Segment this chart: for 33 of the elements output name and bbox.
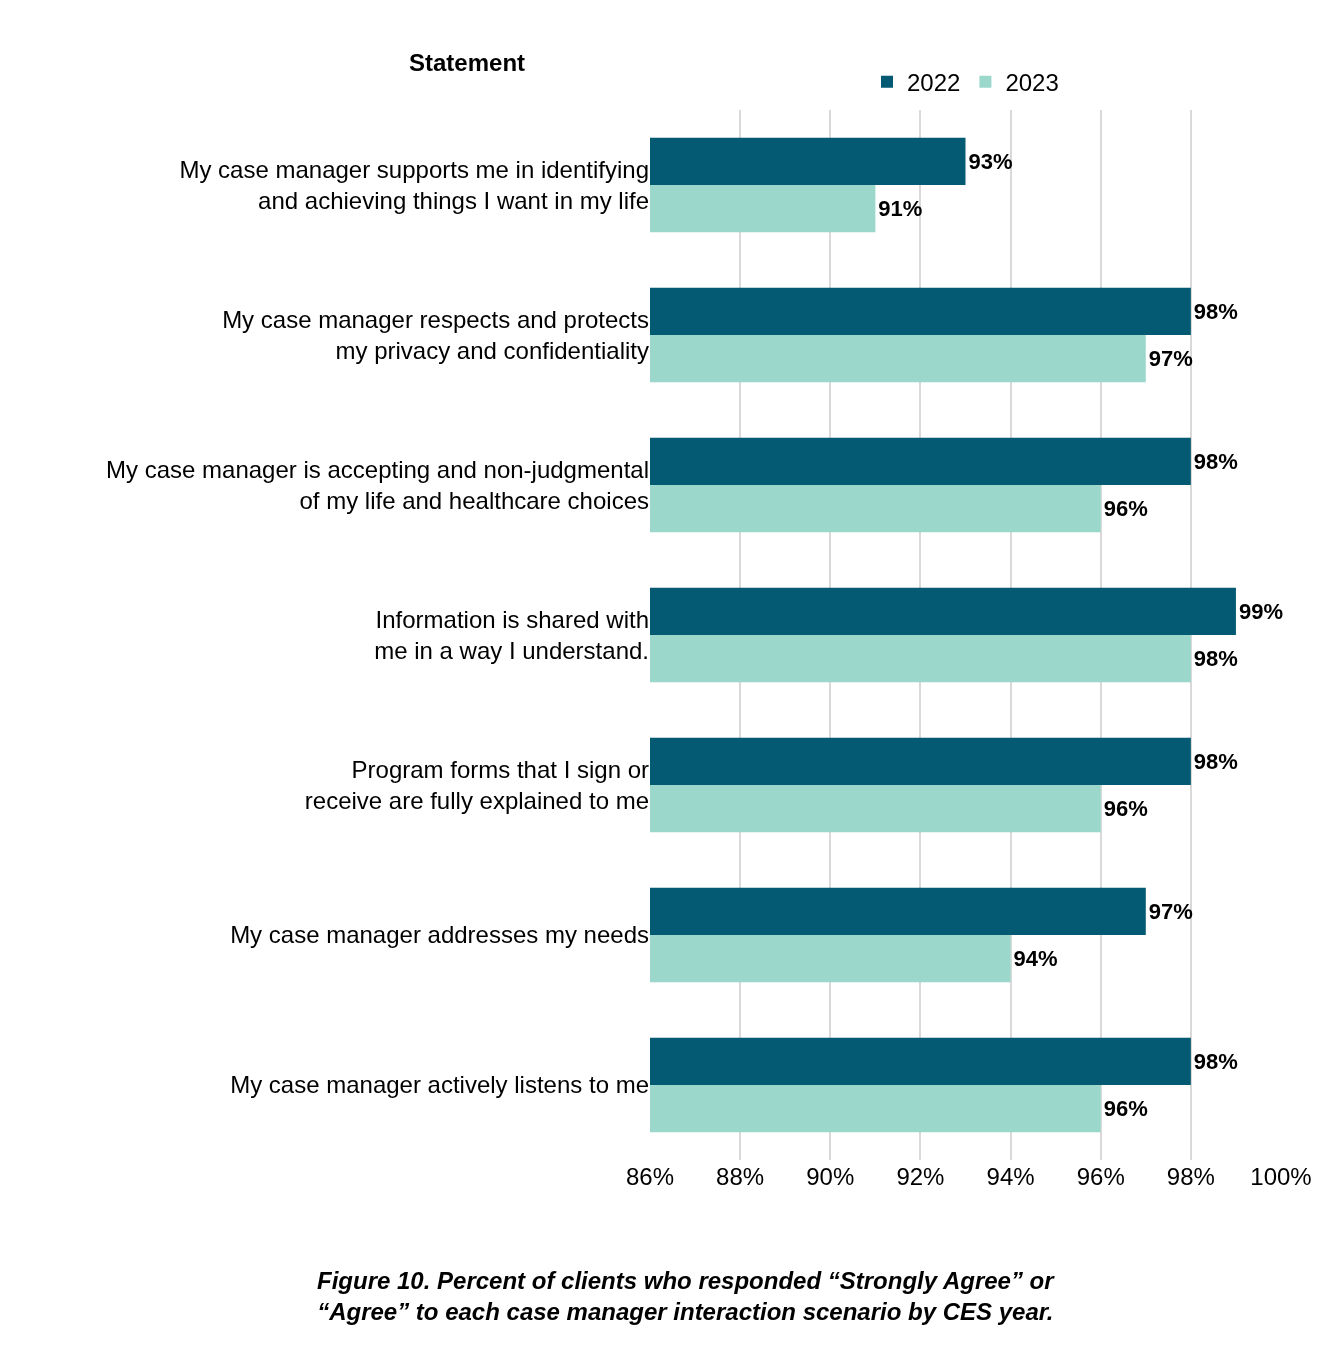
x-tick-label: 100% (1250, 1163, 1312, 1190)
data-label: 97% (1148, 898, 1193, 924)
y-axis-title: Statement (409, 49, 526, 76)
data-label: 93% (968, 148, 1013, 174)
x-tick-label: 88% (716, 1163, 765, 1190)
x-tick-label: 98% (1166, 1163, 1215, 1190)
data-label: 97% (1148, 346, 1193, 372)
data-label: 96% (1103, 796, 1148, 822)
caption: Figure 10. Percent of clients who responded “Strongly Agree” or “Agree” to each case manager interaction scenario by CES year. (317, 1267, 1056, 1326)
data-label: 98% (1193, 448, 1238, 474)
y-tick-label: My case manager actively listens to me (230, 1071, 649, 1099)
legend-label: 2022 (907, 69, 961, 97)
data-label: 96% (1103, 1096, 1148, 1122)
y-tick-label: My case manager addresses my needs (230, 921, 649, 949)
data-label: 99% (1238, 598, 1283, 624)
y-tick-label: Information is shared with me in a way I understand. (374, 605, 649, 664)
y-tick-label: My case manager is accepting and non-judgmental of my life and healthcare choices (106, 455, 649, 514)
data-label: 98% (1193, 748, 1238, 774)
x-tick-label: 92% (896, 1163, 945, 1190)
data-label: 98% (1193, 1048, 1238, 1074)
legend-label: 2023 (1005, 69, 1059, 97)
y-tick-label: My case manager respects and protects my privacy and confidentiality (222, 305, 649, 364)
y-tick-label: Program forms that I sign or receive are fully explained to me (304, 755, 649, 814)
data-label: 91% (878, 196, 923, 222)
x-tick-label: 96% (1076, 1163, 1125, 1190)
x-tick-label: 86% (625, 1163, 675, 1190)
data-label: 98% (1193, 646, 1238, 672)
x-tick-label: 94% (986, 1163, 1035, 1190)
data-label: 98% (1193, 298, 1238, 324)
x-tick-label: 90% (806, 1163, 855, 1190)
data-label: 94% (1013, 946, 1058, 972)
data-label: 96% (1103, 496, 1148, 522)
y-tick-label: My case manager supports me in identifying and achieving things I want in my life (179, 155, 649, 214)
